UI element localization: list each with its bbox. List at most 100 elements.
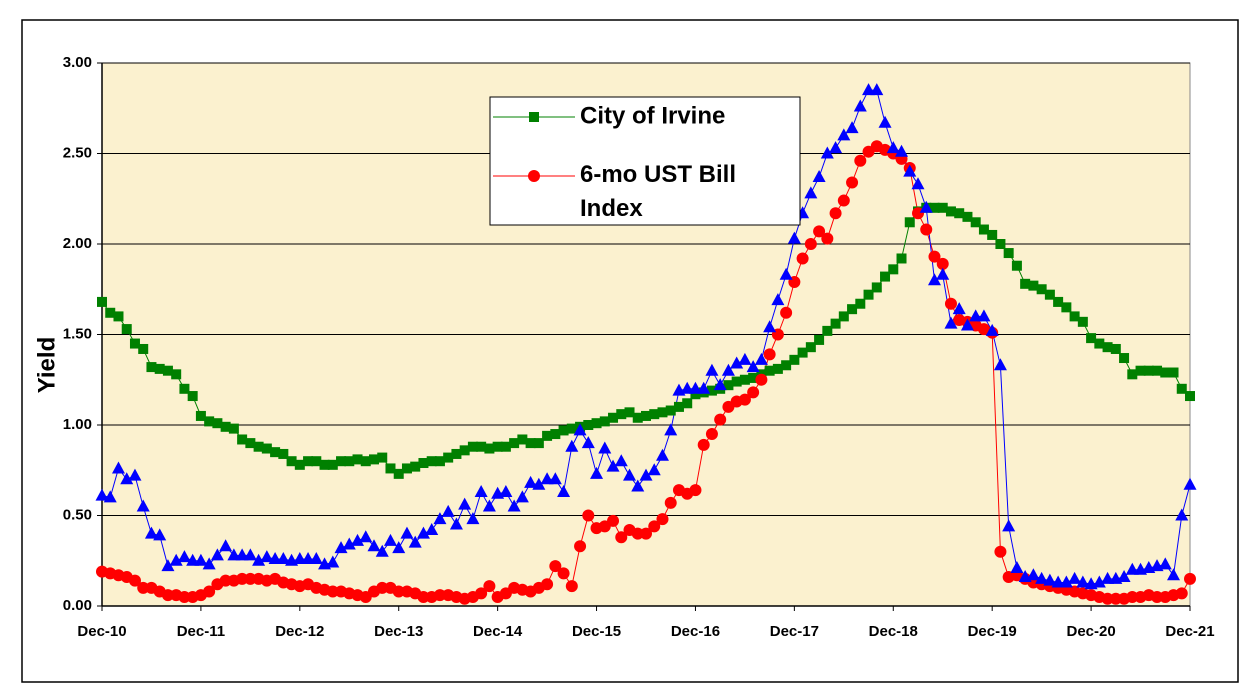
marker xyxy=(466,512,480,525)
marker xyxy=(614,454,628,467)
marker xyxy=(960,318,974,331)
marker xyxy=(822,325,833,336)
marker xyxy=(680,381,694,394)
marker xyxy=(434,456,445,467)
marker xyxy=(796,252,809,265)
marker xyxy=(1086,333,1097,344)
marker xyxy=(95,488,109,501)
marker xyxy=(780,306,793,319)
marker xyxy=(541,578,554,591)
marker xyxy=(243,548,257,561)
marker xyxy=(532,477,546,490)
marker xyxy=(1126,590,1139,603)
marker xyxy=(863,289,874,300)
marker xyxy=(945,206,956,217)
marker xyxy=(1151,590,1164,603)
marker xyxy=(723,380,734,391)
marker xyxy=(837,194,850,207)
marker xyxy=(524,475,538,488)
marker xyxy=(467,441,478,452)
x-tick-label: Dec-14 xyxy=(473,623,523,640)
marker xyxy=(451,448,462,459)
marker xyxy=(755,373,768,386)
marker xyxy=(912,207,924,220)
marker xyxy=(219,539,233,552)
x-tick-label: Dec-15 xyxy=(572,623,621,640)
marker xyxy=(1176,383,1187,394)
marker xyxy=(449,517,463,530)
marker xyxy=(458,497,472,510)
marker xyxy=(111,461,125,474)
marker xyxy=(888,264,899,275)
marker xyxy=(1059,575,1073,588)
marker xyxy=(754,352,768,365)
marker xyxy=(591,418,602,429)
marker xyxy=(607,514,620,527)
marker xyxy=(509,438,520,449)
marker xyxy=(927,273,941,286)
marker xyxy=(204,416,215,427)
marker xyxy=(187,391,198,402)
marker xyxy=(220,421,231,432)
marker xyxy=(1010,560,1024,573)
marker xyxy=(376,581,389,594)
marker xyxy=(1175,587,1188,600)
marker xyxy=(673,401,684,412)
marker xyxy=(690,389,701,400)
marker xyxy=(871,282,882,293)
marker xyxy=(664,496,677,509)
marker xyxy=(820,146,834,159)
marker xyxy=(120,472,134,485)
marker xyxy=(853,99,867,112)
marker xyxy=(688,381,702,394)
marker xyxy=(1077,316,1088,327)
marker xyxy=(937,202,948,213)
marker xyxy=(443,452,454,463)
marker xyxy=(649,409,660,420)
y-tick-label: 1.50 xyxy=(63,325,92,342)
marker xyxy=(648,520,661,533)
marker xyxy=(1185,391,1195,402)
marker xyxy=(969,309,983,322)
marker xyxy=(655,448,669,461)
marker xyxy=(500,441,511,452)
marker xyxy=(154,363,165,374)
marker xyxy=(928,250,941,263)
marker xyxy=(270,447,281,458)
marker xyxy=(286,456,297,467)
marker xyxy=(574,540,587,553)
marker xyxy=(1043,573,1057,586)
marker xyxy=(936,267,950,280)
marker xyxy=(540,472,554,485)
marker xyxy=(1051,575,1065,588)
marker xyxy=(624,407,635,418)
marker xyxy=(738,393,751,406)
marker xyxy=(351,533,365,546)
marker xyxy=(417,590,430,603)
marker xyxy=(228,423,239,434)
marker xyxy=(1069,311,1080,322)
y-tick-label: 1.00 xyxy=(63,416,92,433)
marker xyxy=(1101,592,1114,605)
marker xyxy=(557,567,570,580)
legend-label-line: Index xyxy=(580,195,643,222)
marker xyxy=(1160,367,1171,378)
marker xyxy=(739,374,750,385)
marker xyxy=(772,363,783,374)
marker xyxy=(845,121,859,134)
marker xyxy=(829,207,842,220)
marker xyxy=(582,509,595,522)
marker xyxy=(855,298,866,309)
marker xyxy=(665,405,676,416)
marker xyxy=(804,238,817,250)
x-tick-label: Dec-13 xyxy=(374,623,423,640)
marker xyxy=(1094,338,1105,349)
marker xyxy=(1011,260,1022,271)
marker xyxy=(293,551,307,564)
marker xyxy=(1068,571,1082,584)
marker xyxy=(1076,575,1090,588)
marker xyxy=(393,468,404,479)
marker xyxy=(631,479,645,492)
marker xyxy=(529,112,539,122)
marker xyxy=(565,439,579,452)
